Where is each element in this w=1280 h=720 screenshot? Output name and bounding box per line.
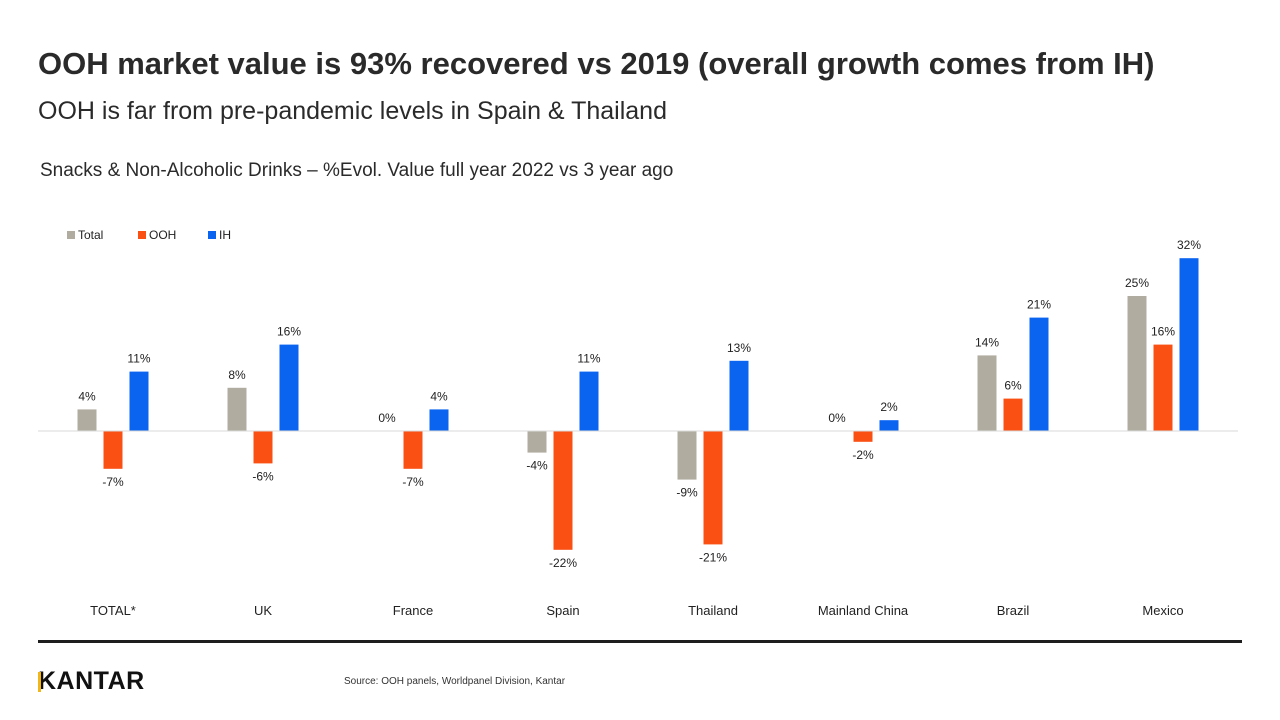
category-label-4: Thailand [688,603,738,618]
legend-swatch-total [67,231,75,239]
category-label-6: Brazil [997,603,1030,618]
logo-accent-mark [38,672,41,692]
bar-ooh-4 [703,431,723,545]
data-label-total-3: -4% [526,459,548,473]
bar-ih-1 [279,344,299,431]
data-label-ooh-6: 6% [1004,379,1022,393]
kantar-logo: KANTAR [38,667,145,695]
source-note: Source: OOH panels, Worldpanel Division,… [344,676,566,687]
bar-ooh-2 [403,431,423,469]
data-label-total-7: 25% [1125,276,1149,290]
data-label-total-2: 0% [378,411,396,425]
data-label-ooh-5: -2% [852,448,874,462]
data-label-total-4: -9% [676,486,698,500]
data-label-ooh-1: -6% [252,469,274,483]
data-label-ih-6: 21% [1027,298,1051,312]
chart-category-labels: TOTAL* UK France Spain Thailand Mainland Chin… [90,603,1183,618]
data-label-total-5: 0% [828,411,846,425]
category-label-7: Mexico [1142,603,1183,618]
bar-ih-7 [1179,258,1199,431]
bar-total-1 [227,387,247,431]
bar-ih-5 [879,420,899,431]
data-label-ooh-7: 16% [1151,325,1175,339]
bar-total-0 [77,409,97,431]
bar-chart: Total OOH IH 4% -7% 11% 8% -6% 16% 0% -7% 4% -4% -22… [38,228,1238,618]
data-label-ih-1: 16% [277,325,301,339]
category-label-3: Spain [546,603,579,618]
bar-ih-2 [429,409,449,431]
bar-total-4 [677,431,697,480]
data-label-ooh-3: -22% [549,556,577,570]
data-label-ih-3: 11% [577,352,600,366]
data-label-ih-0: 11% [127,352,150,366]
bar-ooh-3 [553,431,573,550]
category-label-1: UK [254,603,272,618]
legend-swatch-ih [208,231,216,239]
page-title: OOH market value is 93% recovered vs 201… [38,46,1155,81]
category-label-0: TOTAL* [90,603,136,618]
chart-bars [77,258,1199,550]
bar-ooh-6 [1003,398,1023,431]
bar-total-3 [527,431,547,453]
chart-legend: Total OOH IH [67,228,231,242]
data-label-ooh-0: -7% [102,475,124,489]
bar-ih-6 [1029,317,1049,431]
bar-ih-4 [729,360,749,431]
legend-label-total: Total [78,228,103,242]
bar-total-6 [977,355,997,431]
chart-title: Snacks & Non-Alcoholic Drinks – %Evol. V… [40,160,674,181]
chart-data-labels: 4% -7% 11% 8% -6% 16% 0% -7% 4% -4% -22% 11% -9% -21%… [78,238,1201,570]
footer-divider [38,640,1242,643]
data-label-ih-2: 4% [430,389,448,403]
bar-ih-3 [579,371,599,431]
data-label-ooh-4: -21% [699,550,727,564]
bar-total-7 [1127,296,1147,431]
data-label-total-6: 14% [975,335,999,349]
category-label-5: Mainland China [818,603,909,618]
bar-ooh-5 [853,431,873,442]
data-label-ooh-2: -7% [402,475,424,489]
legend-label-ooh: OOH [149,228,176,242]
bar-ooh-7 [1153,344,1173,431]
legend-swatch-ooh [138,231,146,239]
legend-label-ih: IH [219,228,231,242]
bar-ooh-1 [253,431,273,464]
data-label-total-0: 4% [78,389,96,403]
page-subtitle: OOH is far from pre-pandemic levels in S… [38,97,667,125]
data-label-ih-7: 32% [1177,238,1201,252]
category-label-2: France [393,603,433,618]
bar-ooh-0 [103,431,123,469]
data-label-ih-5: 2% [880,400,898,414]
data-label-total-1: 8% [228,368,246,382]
bar-ih-0 [129,371,149,431]
data-label-ih-4: 13% [727,341,751,355]
